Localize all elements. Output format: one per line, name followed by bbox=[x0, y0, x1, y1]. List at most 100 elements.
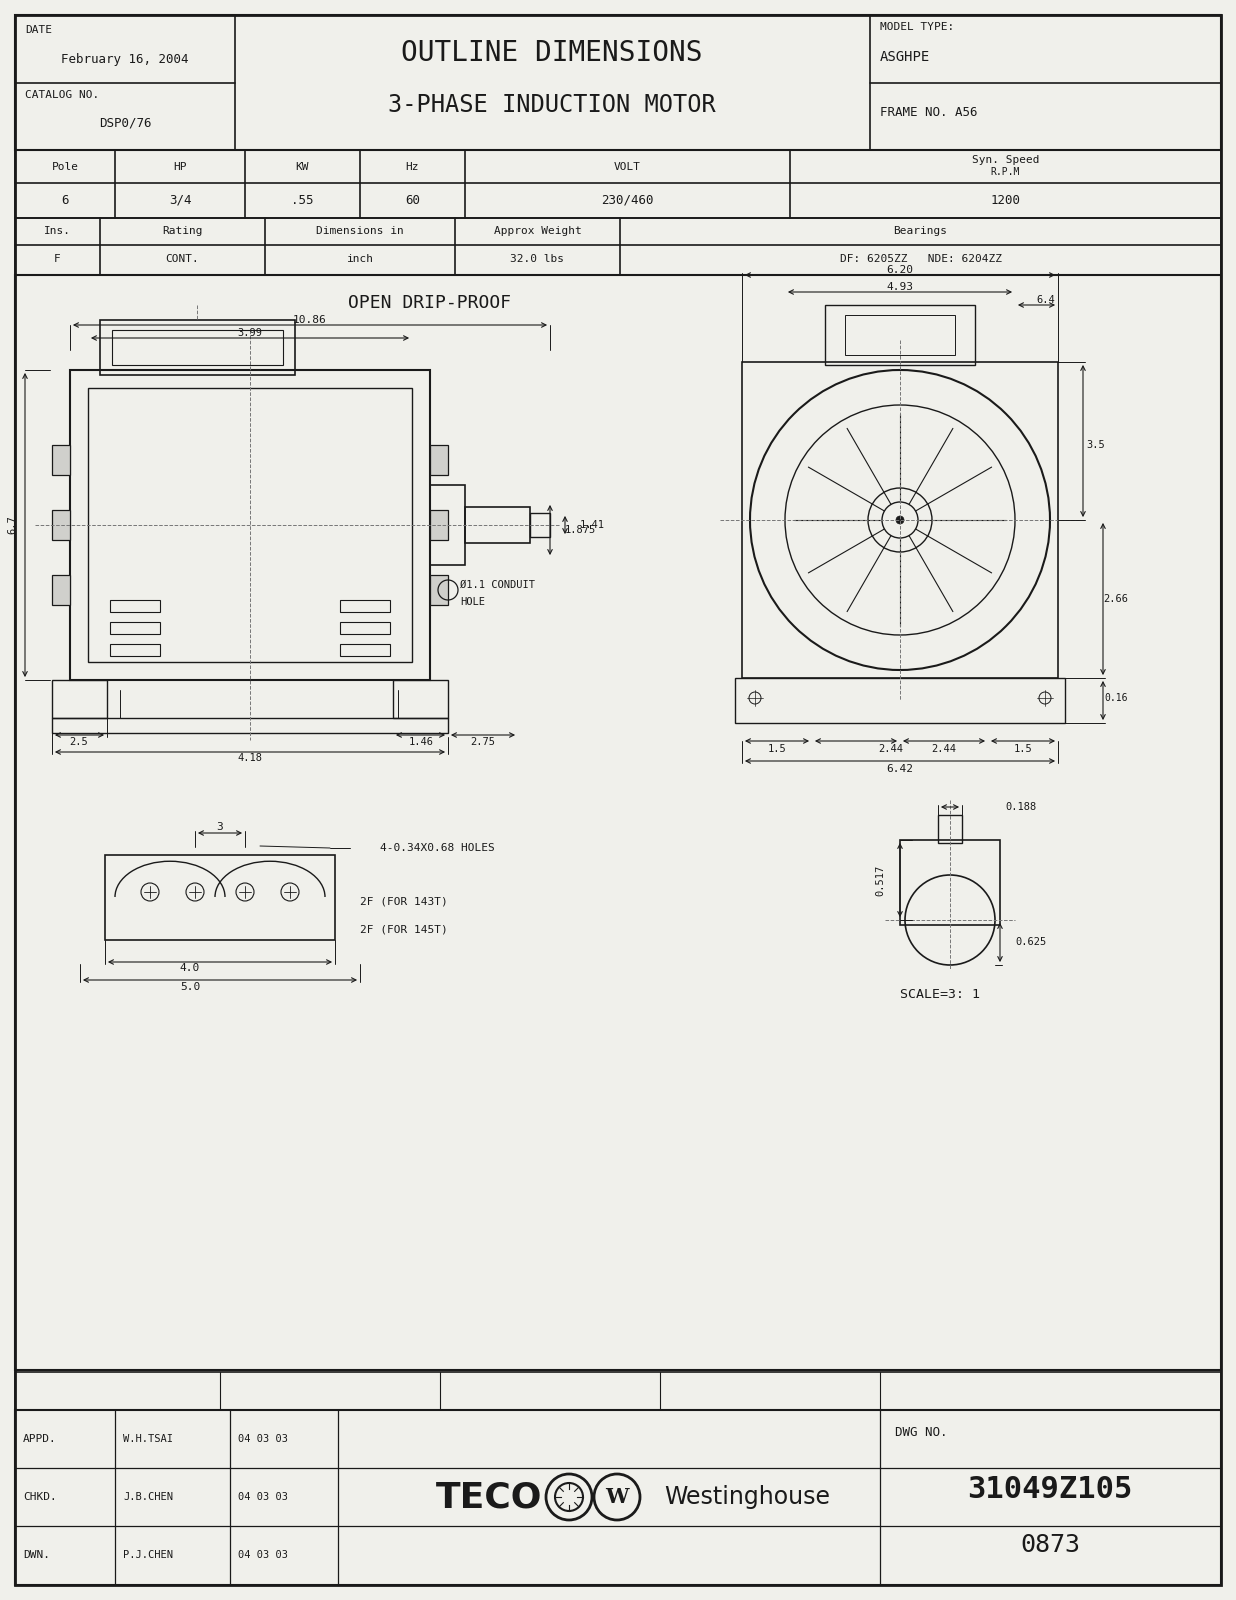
Bar bbox=[465, 507, 530, 542]
Bar bbox=[52, 718, 447, 733]
Text: ASGHPE: ASGHPE bbox=[880, 50, 931, 64]
Text: APPD.: APPD. bbox=[23, 1434, 57, 1443]
Text: MODEL TYPE:: MODEL TYPE: bbox=[880, 22, 954, 32]
Text: F: F bbox=[54, 254, 61, 264]
Bar bbox=[340, 600, 391, 611]
Text: 4.93: 4.93 bbox=[886, 282, 913, 291]
Text: 3-PHASE INDUCTION MOTOR: 3-PHASE INDUCTION MOTOR bbox=[388, 93, 716, 117]
Text: DWN.: DWN. bbox=[23, 1550, 49, 1560]
Text: 60: 60 bbox=[405, 194, 420, 206]
Text: CHKD.: CHKD. bbox=[23, 1491, 57, 1502]
Text: February 16, 2004: February 16, 2004 bbox=[62, 53, 189, 67]
Text: 31049Z105: 31049Z105 bbox=[968, 1475, 1132, 1504]
Bar bbox=[430, 445, 447, 475]
Text: 2F (FOR 143T): 2F (FOR 143T) bbox=[360, 898, 447, 907]
Text: 1.41: 1.41 bbox=[580, 520, 604, 530]
Bar bbox=[824, 306, 975, 365]
Text: Ø1.1 CONDUIT: Ø1.1 CONDUIT bbox=[460, 579, 535, 590]
Text: 0.517: 0.517 bbox=[875, 864, 885, 896]
Text: 1.46: 1.46 bbox=[409, 738, 434, 747]
Bar bbox=[430, 485, 465, 565]
Bar bbox=[938, 814, 962, 843]
Text: 3: 3 bbox=[216, 822, 224, 832]
Bar bbox=[110, 600, 159, 611]
Bar bbox=[430, 510, 447, 541]
Text: CONT.: CONT. bbox=[166, 254, 199, 264]
Bar bbox=[52, 574, 70, 605]
Text: KW: KW bbox=[295, 162, 309, 171]
Circle shape bbox=[896, 515, 904, 525]
Bar bbox=[52, 680, 108, 718]
Text: .55: .55 bbox=[292, 194, 314, 206]
Text: 6.20: 6.20 bbox=[886, 266, 913, 275]
Bar bbox=[52, 445, 70, 475]
Bar bbox=[340, 622, 391, 634]
Text: Pole: Pole bbox=[52, 162, 79, 171]
Text: 04 03 03: 04 03 03 bbox=[239, 1550, 288, 1560]
Text: W.H.TSAI: W.H.TSAI bbox=[124, 1434, 173, 1443]
Text: Bearings: Bearings bbox=[894, 226, 948, 235]
Bar bbox=[735, 678, 1065, 723]
Bar bbox=[742, 362, 1058, 678]
Text: 230/460: 230/460 bbox=[601, 194, 654, 206]
Text: 6.7: 6.7 bbox=[7, 515, 17, 534]
Bar bbox=[100, 320, 295, 374]
Bar bbox=[105, 854, 335, 939]
Text: 6.4: 6.4 bbox=[1037, 294, 1056, 306]
Text: SCALE=3: 1: SCALE=3: 1 bbox=[900, 989, 980, 1002]
Text: OPEN DRIP-PROOF: OPEN DRIP-PROOF bbox=[349, 294, 512, 312]
Bar bbox=[15, 218, 1221, 275]
Text: DF: 6205ZZ   NDE: 6204ZZ: DF: 6205ZZ NDE: 6204ZZ bbox=[839, 254, 1001, 264]
Bar bbox=[430, 574, 447, 605]
Bar bbox=[110, 643, 159, 656]
Text: 5.0: 5.0 bbox=[180, 982, 200, 992]
Text: Dimensions in: Dimensions in bbox=[316, 226, 404, 235]
Bar bbox=[15, 275, 1221, 1370]
Text: Westinghouse: Westinghouse bbox=[664, 1485, 831, 1509]
Text: 4-0.34X0.68 HOLES: 4-0.34X0.68 HOLES bbox=[379, 843, 494, 853]
Text: 4.18: 4.18 bbox=[237, 754, 262, 763]
Text: CATALOG NO.: CATALOG NO. bbox=[25, 90, 99, 99]
Bar bbox=[15, 1371, 1221, 1410]
Text: 2F (FOR 145T): 2F (FOR 145T) bbox=[360, 925, 447, 934]
Text: DWG NO.: DWG NO. bbox=[895, 1426, 948, 1438]
Text: Syn. Speed: Syn. Speed bbox=[971, 155, 1039, 165]
Bar bbox=[112, 330, 283, 365]
Bar bbox=[15, 150, 1221, 218]
Bar bbox=[52, 510, 70, 541]
Text: 3/4: 3/4 bbox=[169, 194, 192, 206]
Text: 2.75: 2.75 bbox=[471, 738, 496, 747]
Text: W: W bbox=[606, 1486, 629, 1507]
Text: HP: HP bbox=[173, 162, 187, 171]
Text: 6: 6 bbox=[62, 194, 69, 206]
Text: 0873: 0873 bbox=[1020, 1533, 1080, 1557]
Bar bbox=[530, 514, 550, 538]
Bar bbox=[88, 387, 412, 662]
Text: TECO: TECO bbox=[436, 1480, 543, 1514]
Text: HOLE: HOLE bbox=[460, 597, 485, 606]
Text: 2.44: 2.44 bbox=[879, 744, 904, 754]
Text: DSP0/76: DSP0/76 bbox=[99, 117, 151, 130]
Text: 3.99: 3.99 bbox=[237, 328, 262, 338]
Text: 1.5: 1.5 bbox=[768, 744, 786, 754]
Text: 4.0: 4.0 bbox=[180, 963, 200, 973]
Text: 6.42: 6.42 bbox=[886, 765, 913, 774]
Text: 2.5: 2.5 bbox=[69, 738, 89, 747]
Text: R.P.M: R.P.M bbox=[991, 166, 1020, 178]
Text: 2.44: 2.44 bbox=[932, 744, 957, 754]
Text: 10.86: 10.86 bbox=[293, 315, 326, 325]
Text: 0.625: 0.625 bbox=[1015, 938, 1046, 947]
Text: 0.16: 0.16 bbox=[1104, 693, 1127, 702]
Text: DATE: DATE bbox=[25, 26, 52, 35]
Bar bbox=[900, 840, 1000, 925]
Text: 1.875: 1.875 bbox=[565, 525, 596, 534]
Text: 0.188: 0.188 bbox=[1005, 802, 1036, 813]
Bar bbox=[70, 370, 430, 680]
Bar bbox=[110, 622, 159, 634]
Bar bbox=[845, 315, 955, 355]
Text: P.J.CHEN: P.J.CHEN bbox=[124, 1550, 173, 1560]
Bar bbox=[393, 680, 447, 718]
Text: J.B.CHEN: J.B.CHEN bbox=[124, 1491, 173, 1502]
Text: inch: inch bbox=[346, 254, 373, 264]
Text: 1200: 1200 bbox=[990, 194, 1021, 206]
